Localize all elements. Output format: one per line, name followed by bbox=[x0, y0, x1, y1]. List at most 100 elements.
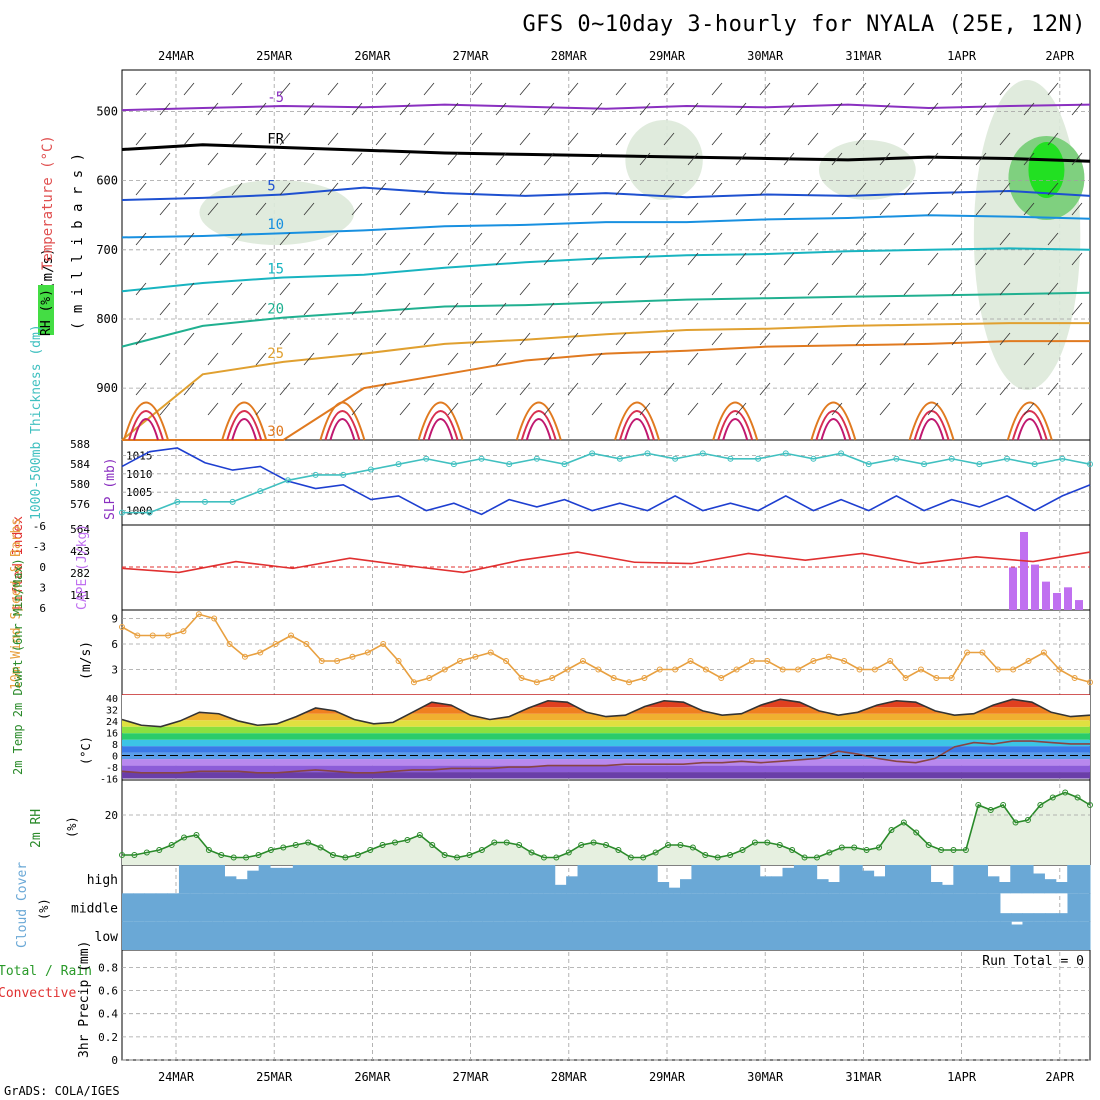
wind-barb bbox=[303, 152, 315, 166]
cloud-cell-high bbox=[418, 865, 430, 894]
rh2m-line-point bbox=[243, 854, 250, 861]
cloud-cell-middle bbox=[684, 893, 697, 922]
cloud-cell-middle bbox=[515, 893, 528, 922]
wind-barb bbox=[639, 352, 651, 366]
cloud-cell-high bbox=[486, 865, 499, 894]
cloud-cell-low bbox=[1033, 921, 1046, 950]
wind-barb bbox=[423, 182, 435, 196]
wind-barb bbox=[879, 402, 891, 416]
cloud-level-label: low bbox=[95, 930, 119, 945]
pressure-tick-label: 900 bbox=[96, 381, 118, 395]
rh2m-line-point bbox=[615, 847, 622, 853]
wind-speed-line-point bbox=[579, 658, 586, 664]
cloud-cell-high bbox=[315, 865, 328, 894]
wind-barb bbox=[399, 402, 411, 416]
wind-barb bbox=[543, 352, 555, 366]
temp-tick-label: 24 bbox=[106, 717, 118, 728]
cape-tick-label: 282 bbox=[70, 567, 90, 580]
cloud-cell-middle bbox=[583, 893, 596, 922]
wind-barb bbox=[831, 352, 843, 366]
cloud-cell-middle bbox=[662, 893, 675, 922]
cloud-cell-high bbox=[577, 865, 590, 894]
wind-barb bbox=[423, 82, 435, 96]
thickness-line-point bbox=[174, 498, 181, 505]
cloud-cell-middle bbox=[673, 893, 686, 922]
cloud-cell-low bbox=[369, 921, 382, 950]
cloud-cell-low bbox=[966, 921, 978, 950]
wind-barb bbox=[807, 82, 819, 96]
rh2m-line-point bbox=[813, 854, 820, 861]
wind-barb bbox=[591, 202, 603, 216]
rh-legend-swatch bbox=[38, 285, 54, 335]
wind-barb bbox=[543, 302, 555, 316]
wind-barb bbox=[375, 382, 387, 396]
rh2m-axis-label: 2m RH bbox=[29, 809, 44, 848]
rh2m-line-point bbox=[429, 842, 436, 848]
cloud-cell-low bbox=[774, 921, 787, 950]
wind-barb bbox=[831, 102, 843, 116]
cloud-cell-high bbox=[1033, 873, 1045, 894]
wind-barb bbox=[423, 332, 435, 346]
wind-barb bbox=[615, 232, 627, 246]
thickness-line-point bbox=[395, 461, 402, 468]
rh2m-line-point bbox=[652, 849, 659, 856]
thickness-line-point bbox=[340, 471, 347, 478]
wind-barb bbox=[183, 182, 195, 196]
wind-barb bbox=[615, 82, 627, 96]
cloud-cell-middle bbox=[572, 893, 584, 922]
wind-barb bbox=[687, 402, 699, 416]
li-axis-label: Lifted Index bbox=[11, 516, 26, 610]
cloud-cell-middle bbox=[594, 893, 607, 922]
cloud-cell-middle bbox=[459, 893, 472, 922]
rh2m-line bbox=[122, 791, 1091, 859]
cloud-cell-high bbox=[361, 865, 374, 894]
wind-speed-line-point bbox=[718, 675, 725, 681]
cloud-cell-middle bbox=[425, 893, 438, 922]
mb-label-group: ( m i l l i b a r s ) bbox=[70, 153, 86, 330]
cloud-cell-low bbox=[302, 921, 314, 950]
wind-barb bbox=[1047, 382, 1059, 396]
wind-barb bbox=[1023, 352, 1035, 366]
wind-barb bbox=[567, 82, 579, 96]
wind-barb bbox=[951, 132, 963, 146]
cloud-cell-low bbox=[898, 921, 911, 950]
rh-shading bbox=[973, 80, 1081, 390]
wind-speed-line-point bbox=[564, 666, 571, 673]
cloud-cell-low bbox=[178, 921, 191, 950]
rh2m-line-point bbox=[925, 842, 932, 848]
li-tick-label: 0 bbox=[39, 561, 46, 574]
rh2m-line-point bbox=[1037, 802, 1044, 808]
thickness-line-point bbox=[838, 450, 845, 457]
slp-axis-label: SLP (mb) bbox=[103, 457, 118, 520]
cloud-cell-low bbox=[853, 921, 866, 950]
surface-isotherm bbox=[525, 418, 552, 441]
thickness-line-point bbox=[561, 461, 568, 468]
wind-barb bbox=[327, 182, 339, 196]
cloud-cell-low bbox=[425, 921, 438, 950]
cloud-cell-low bbox=[594, 921, 607, 950]
precip-tick-label: 0 bbox=[111, 1054, 118, 1067]
cloud-cell-middle bbox=[527, 893, 539, 922]
cloud-cell-high bbox=[600, 865, 613, 894]
wind-barb bbox=[975, 352, 987, 366]
wind-speed-line-point bbox=[549, 675, 556, 681]
cloud-cell-low bbox=[189, 921, 202, 950]
wind-speed-line-point bbox=[825, 653, 832, 660]
cloud-cell-low bbox=[977, 921, 990, 950]
rh2m-line-point bbox=[156, 847, 163, 853]
rh2m-line-point bbox=[603, 842, 609, 848]
cloud-cell-low bbox=[729, 921, 742, 950]
rh2m-line-point bbox=[975, 802, 982, 808]
rh2m-line-point bbox=[131, 852, 138, 858]
cloud-cell-middle bbox=[887, 893, 900, 922]
cloud-cell-low bbox=[414, 921, 427, 950]
date-label-bottom: 27MAR bbox=[453, 1070, 490, 1084]
precip-axis-label: 3hr Precip (mm) bbox=[77, 941, 92, 1058]
wind-barb bbox=[231, 382, 243, 396]
cloud-cell-middle bbox=[290, 893, 303, 922]
wind-speed-line-point bbox=[733, 666, 740, 673]
wind-barb bbox=[207, 302, 219, 316]
rh2m-line-point bbox=[627, 854, 634, 861]
thickness-line-point bbox=[727, 455, 734, 462]
wind-barb bbox=[423, 382, 435, 396]
